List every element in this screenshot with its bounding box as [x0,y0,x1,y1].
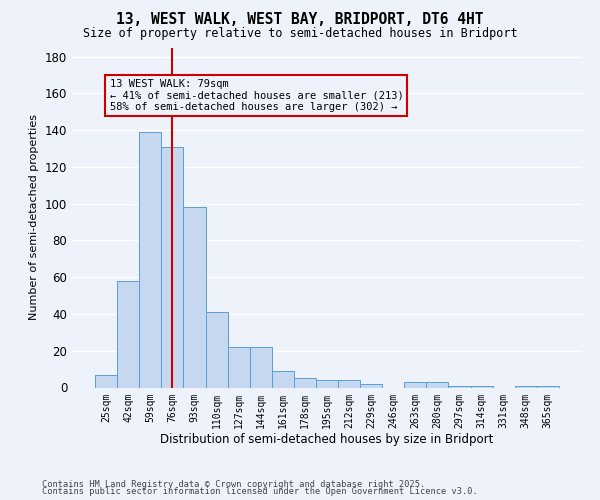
Bar [161,146,184,388]
Bar [294,378,316,388]
Bar [338,380,360,388]
Bar [227,347,250,388]
Text: 13 WEST WALK: 79sqm
← 41% of semi-detached houses are smaller (213)
58% of semi-: 13 WEST WALK: 79sqm ← 41% of semi-detach… [110,78,403,112]
Bar [206,312,227,388]
Bar [139,132,161,388]
Bar [117,281,139,388]
X-axis label: Distribution of semi-detached houses by size in Bridport: Distribution of semi-detached houses by … [160,433,494,446]
Text: Size of property relative to semi-detached houses in Bridport: Size of property relative to semi-detach… [83,28,517,40]
Bar [272,371,294,388]
Text: Contains public sector information licensed under the Open Government Licence v3: Contains public sector information licen… [42,488,478,496]
Y-axis label: Number of semi-detached properties: Number of semi-detached properties [29,114,39,320]
Bar [250,347,272,388]
Bar [316,380,338,388]
Bar [470,386,493,388]
Bar [515,386,537,388]
Bar [95,374,117,388]
Bar [448,386,470,388]
Bar [537,386,559,388]
Bar [404,382,427,388]
Bar [360,384,382,388]
Bar [184,208,206,388]
Bar [427,382,448,388]
Text: 13, WEST WALK, WEST BAY, BRIDPORT, DT6 4HT: 13, WEST WALK, WEST BAY, BRIDPORT, DT6 4… [116,12,484,28]
Text: Contains HM Land Registry data © Crown copyright and database right 2025.: Contains HM Land Registry data © Crown c… [42,480,425,489]
